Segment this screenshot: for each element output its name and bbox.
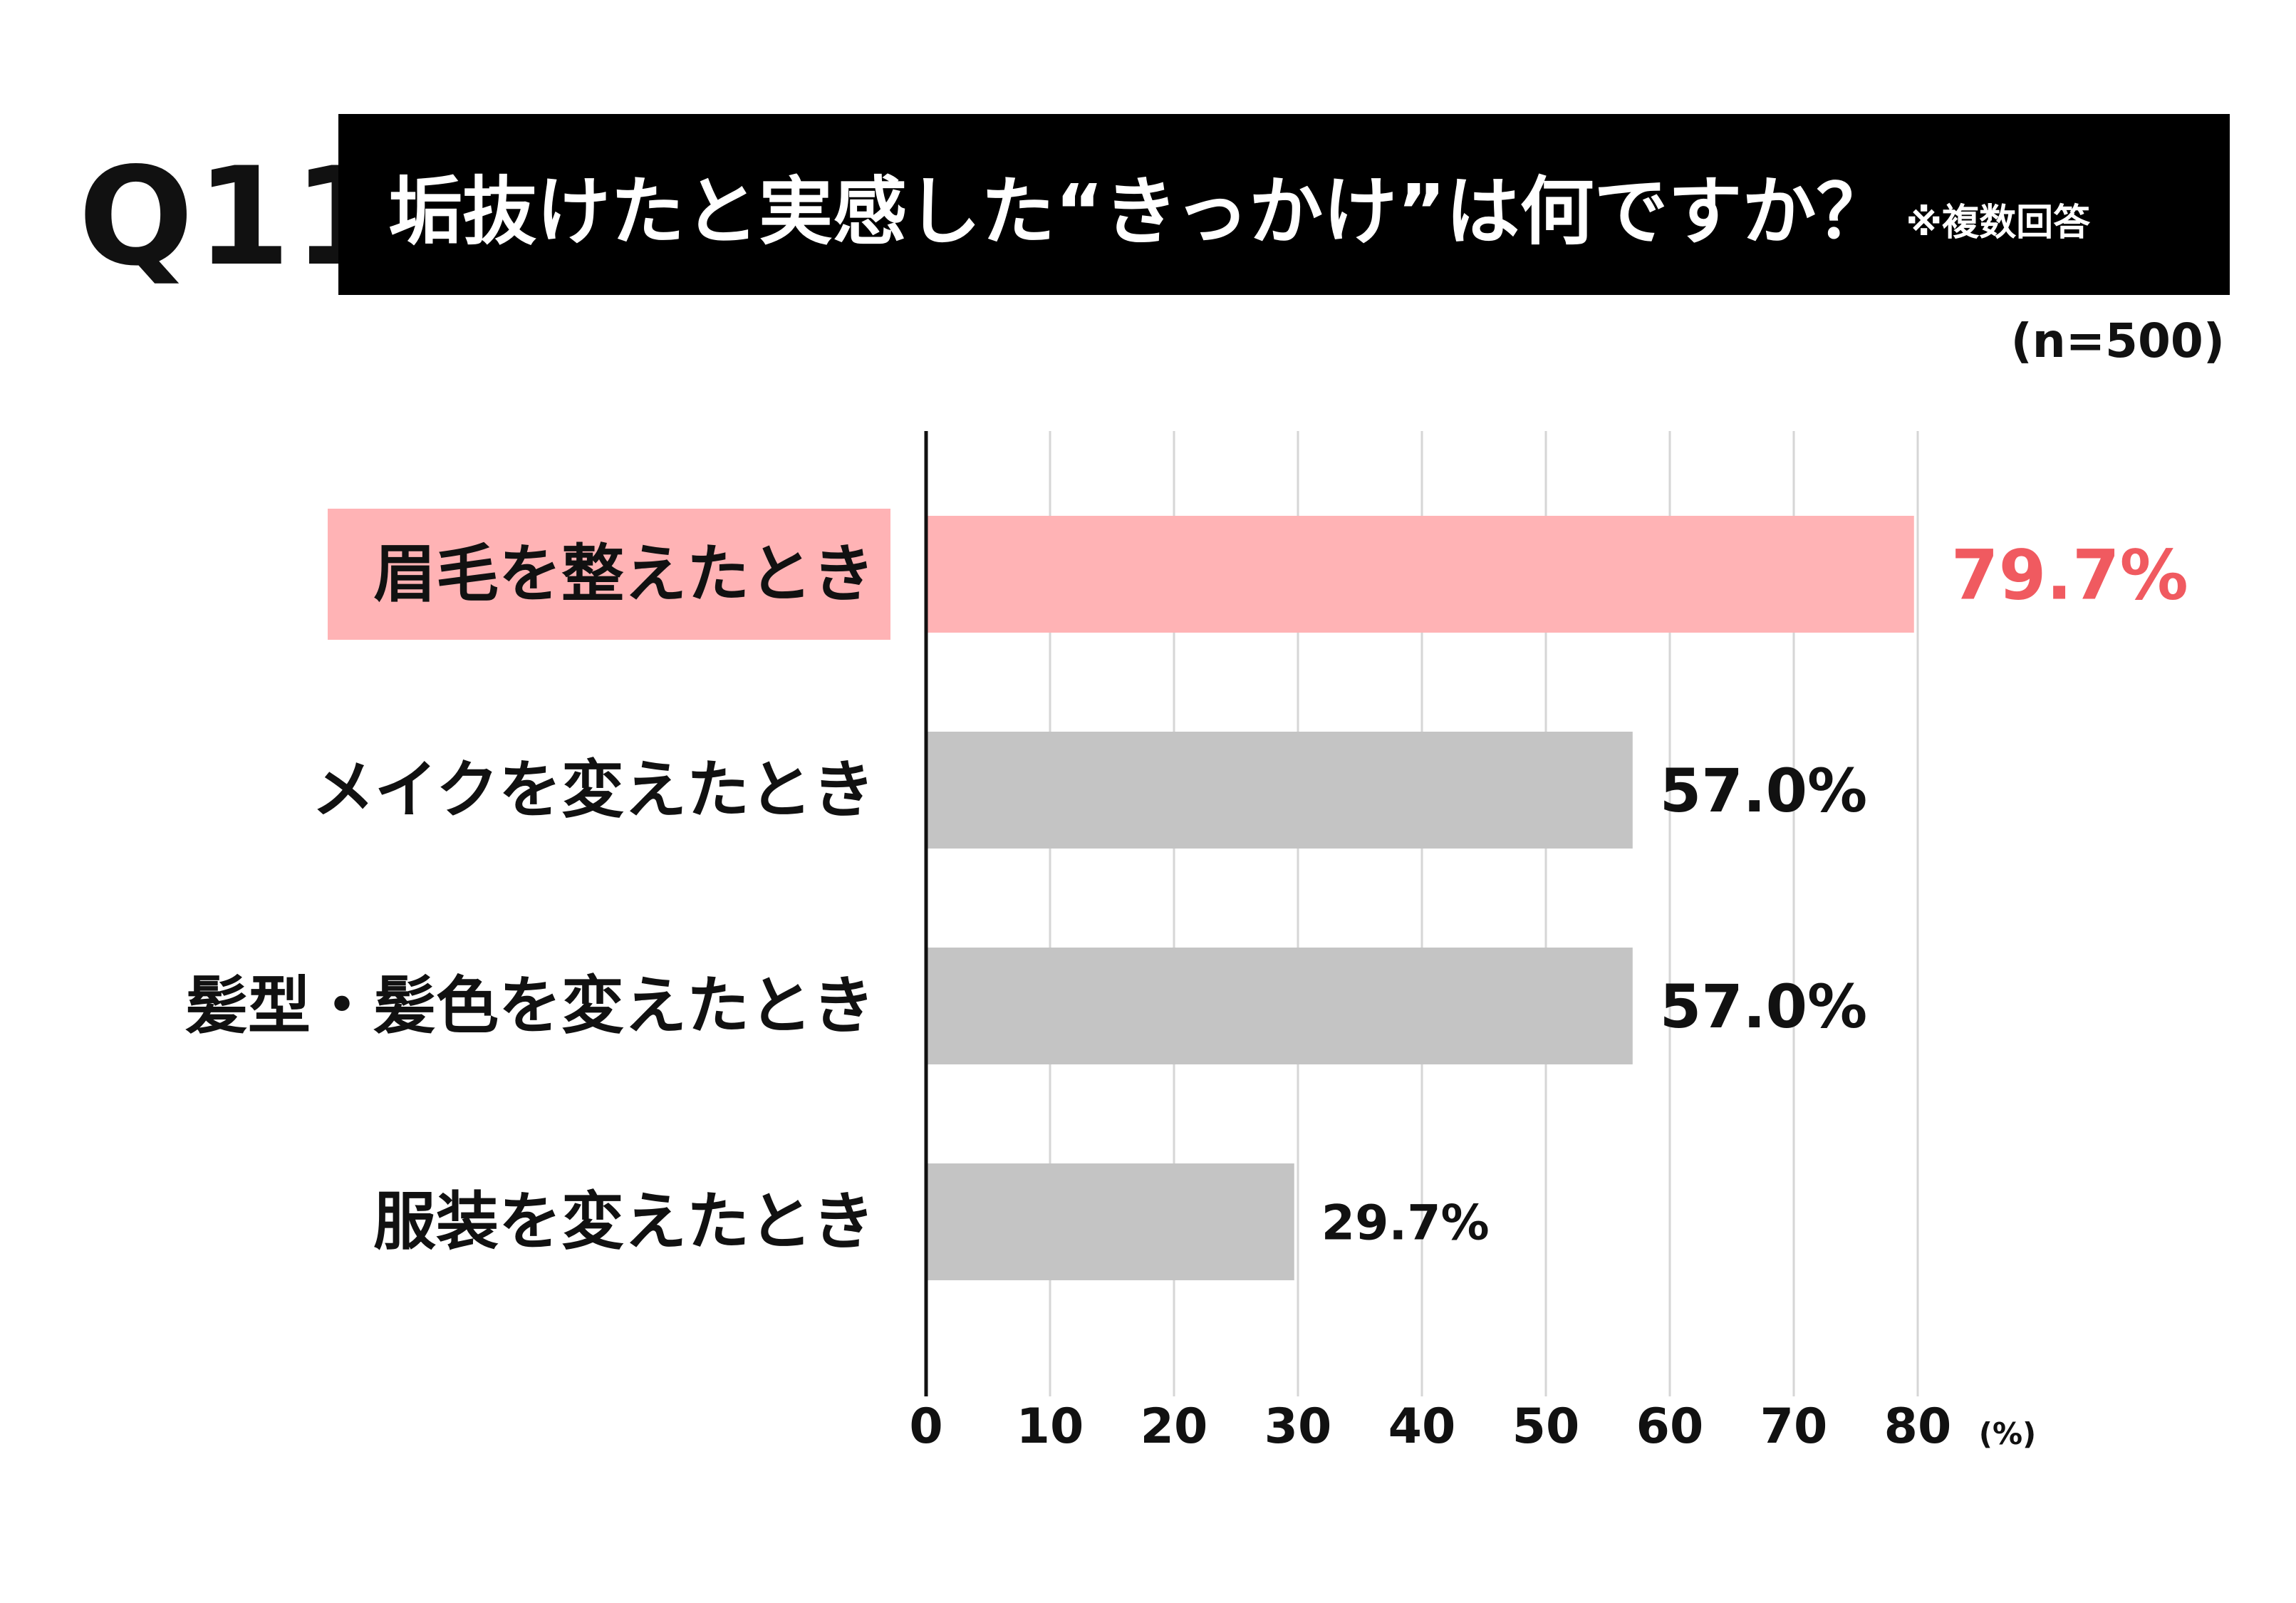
category-highlight-box — [328, 509, 890, 640]
bar-2 — [926, 732, 1633, 849]
bar-4 — [926, 1163, 1294, 1280]
question-number: Q11 — [78, 138, 390, 296]
x-tick-label-30: 30 — [1264, 1399, 1332, 1455]
x-tick-label-70: 70 — [1760, 1399, 1828, 1455]
title-bar: 垢抜けたと実感した“きっかけ”は何ですか？ ※複数回答 — [338, 114, 2230, 295]
bar-1 — [926, 516, 1914, 633]
x-tick-label-10: 10 — [1017, 1399, 1084, 1455]
question-title: 垢抜けたと実感した“きっかけ”は何ですか？ — [388, 167, 1891, 255]
value-label-1: 79.7% — [1951, 536, 2188, 616]
answer-type-note: ※複数回答 — [1906, 201, 2091, 244]
x-axis-unit-label: (%) — [1979, 1416, 2036, 1451]
category-label-4: 服装を変えたとき — [373, 1185, 875, 1258]
x-tick-label-80: 80 — [1884, 1399, 1952, 1455]
value-label-4: 29.7% — [1321, 1195, 1490, 1251]
category-label-1: 眉毛を整えたとき — [373, 537, 875, 611]
category-label-2: メイクを変えたとき — [312, 753, 875, 826]
x-tick-label-0: 0 — [909, 1399, 942, 1455]
x-tick-label-20: 20 — [1141, 1399, 1208, 1455]
sample-size: (n=500) — [2010, 313, 2225, 368]
value-label-3: 57.0% — [1660, 972, 1867, 1042]
value-label-2: 57.0% — [1660, 756, 1867, 826]
x-tick-label-40: 40 — [1388, 1399, 1456, 1455]
bar-3 — [926, 948, 1633, 1064]
category-label-3: 髪型・髪色を変えたとき — [185, 969, 875, 1042]
x-tick-label-50: 50 — [1512, 1399, 1580, 1455]
x-tick-label-60: 60 — [1636, 1399, 1704, 1455]
